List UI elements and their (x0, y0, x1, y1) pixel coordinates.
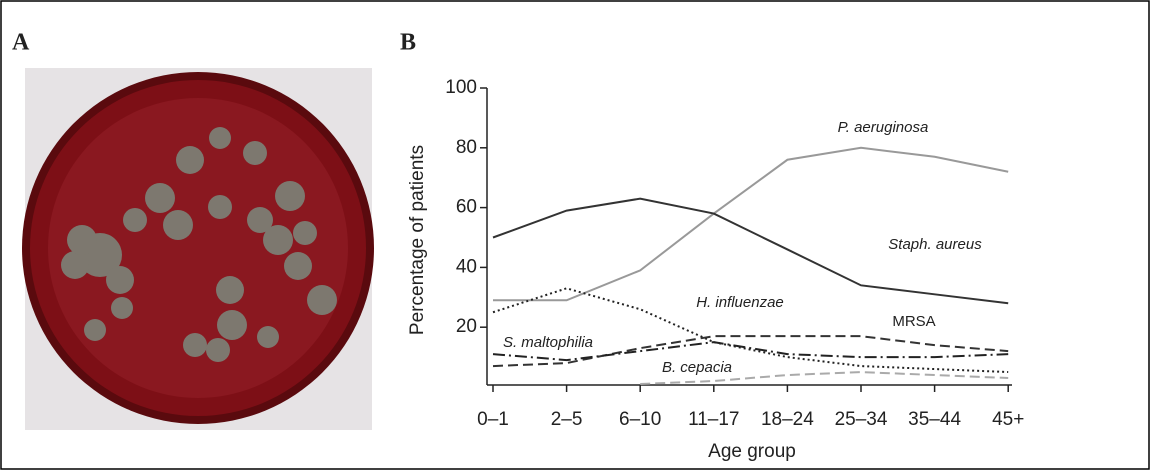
series-label: S. maltophilia (503, 334, 593, 351)
x-tick-label: 0–1 (477, 409, 509, 430)
x-tick-label: 6–10 (619, 409, 661, 430)
y-tick-label: 20 (456, 316, 477, 337)
x-tick-label: 11–17 (688, 409, 739, 430)
x-tick-label: 45+ (992, 409, 1024, 430)
series-line (492, 197, 1009, 305)
panel-label: B (400, 30, 416, 56)
y-tick-label: 100 (445, 77, 477, 98)
series-label: B. cepacia (662, 359, 732, 376)
y-tick-label: 80 (456, 137, 477, 158)
y-axis-label: Percentage of patients (407, 145, 428, 335)
y-tick-label: 40 (456, 256, 477, 277)
series-line (492, 335, 1009, 368)
series-label: H. influenzae (696, 294, 784, 311)
x-tick-label: 25–34 (835, 409, 888, 430)
x-axis-label: Age group (708, 441, 796, 462)
panel-label: A (12, 30, 30, 56)
series-line (493, 146, 1009, 302)
series-label: P. aeruginosa (838, 119, 929, 136)
x-tick-label: 18–24 (761, 409, 814, 430)
series-line (492, 287, 1009, 374)
series-label: Staph. aureus (888, 236, 982, 253)
x-tick-label: 2–5 (551, 409, 583, 430)
plate-photo (22, 68, 374, 430)
series-line (640, 371, 1009, 386)
series-label: MRSA (892, 313, 935, 330)
y-tick-label: 60 (456, 197, 477, 218)
x-tick-label: 35–44 (908, 409, 961, 430)
series-line (492, 341, 1009, 362)
